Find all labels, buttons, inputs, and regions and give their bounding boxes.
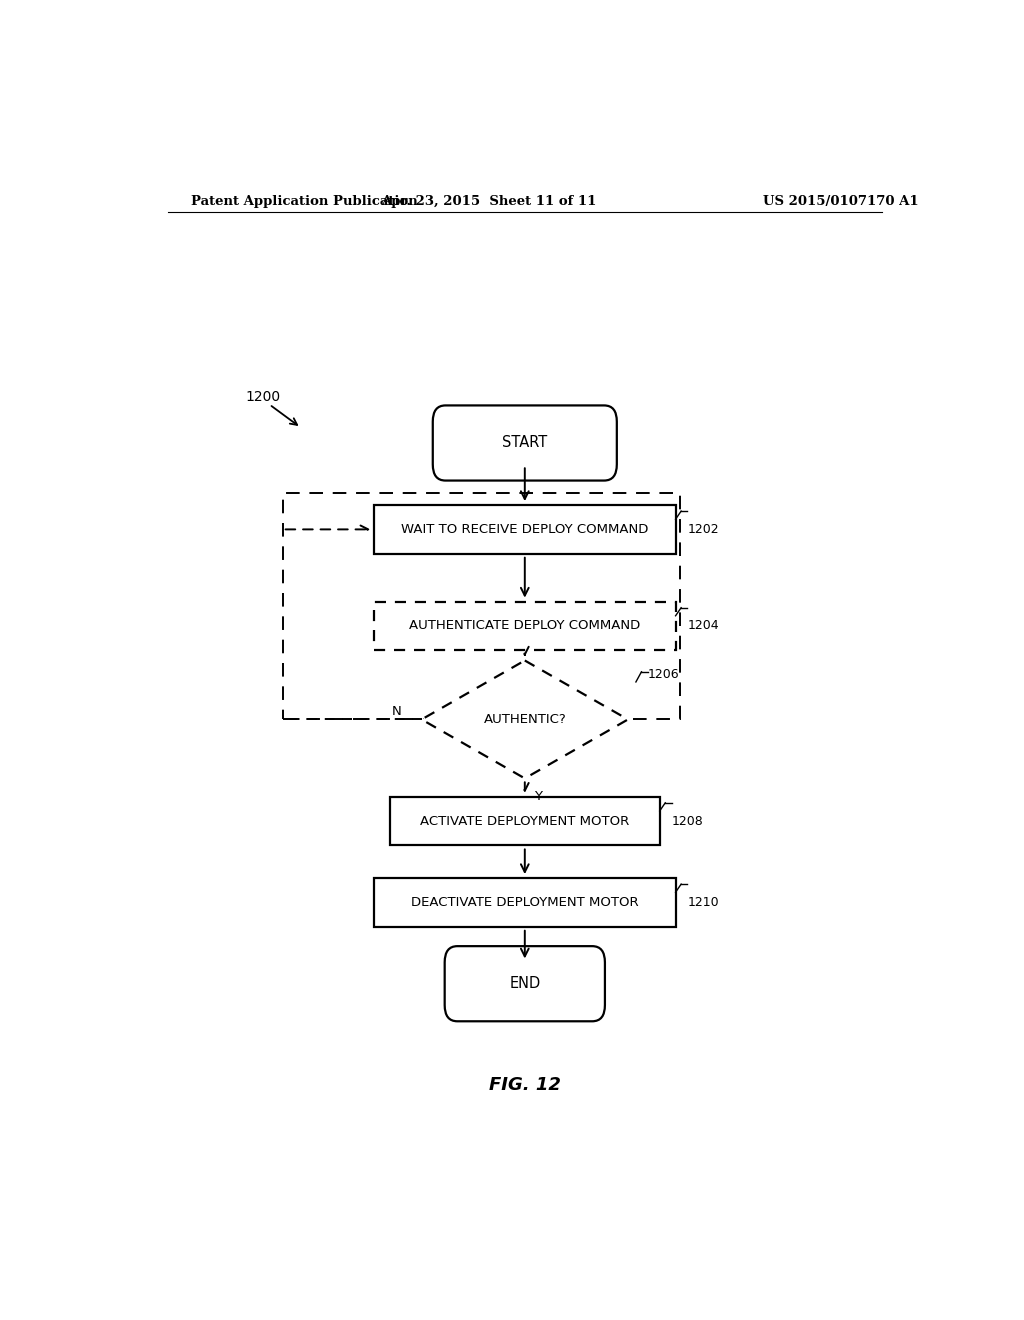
- Bar: [390, 797, 659, 846]
- Text: END: END: [509, 977, 541, 991]
- Text: 1204: 1204: [687, 619, 719, 632]
- FancyBboxPatch shape: [444, 946, 605, 1022]
- Text: 1208: 1208: [672, 814, 703, 828]
- Text: Y: Y: [535, 791, 543, 803]
- Text: 1206: 1206: [648, 668, 680, 681]
- Text: US 2015/0107170 A1: US 2015/0107170 A1: [763, 194, 919, 207]
- Text: ACTIVATE DEPLOYMENT MOTOR: ACTIVATE DEPLOYMENT MOTOR: [420, 814, 630, 828]
- Bar: [374, 506, 676, 554]
- Bar: [374, 878, 676, 927]
- Text: AUTHENTIC?: AUTHENTIC?: [483, 713, 566, 726]
- Polygon shape: [422, 660, 628, 779]
- Bar: [283, 492, 680, 719]
- Text: 1210: 1210: [687, 896, 719, 909]
- Text: 1200: 1200: [246, 391, 281, 404]
- Text: Patent Application Publication: Patent Application Publication: [191, 194, 418, 207]
- Text: Apr. 23, 2015  Sheet 11 of 11: Apr. 23, 2015 Sheet 11 of 11: [381, 194, 597, 207]
- Text: AUTHENTICATE DEPLOY COMMAND: AUTHENTICATE DEPLOY COMMAND: [410, 619, 640, 632]
- Text: DEACTIVATE DEPLOYMENT MOTOR: DEACTIVATE DEPLOYMENT MOTOR: [411, 896, 639, 909]
- Bar: [374, 602, 676, 651]
- Text: 1202: 1202: [687, 523, 719, 536]
- Text: N: N: [392, 705, 401, 718]
- Text: FIG. 12: FIG. 12: [488, 1076, 561, 1094]
- Text: START: START: [502, 436, 548, 450]
- Text: WAIT TO RECEIVE DEPLOY COMMAND: WAIT TO RECEIVE DEPLOY COMMAND: [401, 523, 648, 536]
- FancyBboxPatch shape: [433, 405, 616, 480]
